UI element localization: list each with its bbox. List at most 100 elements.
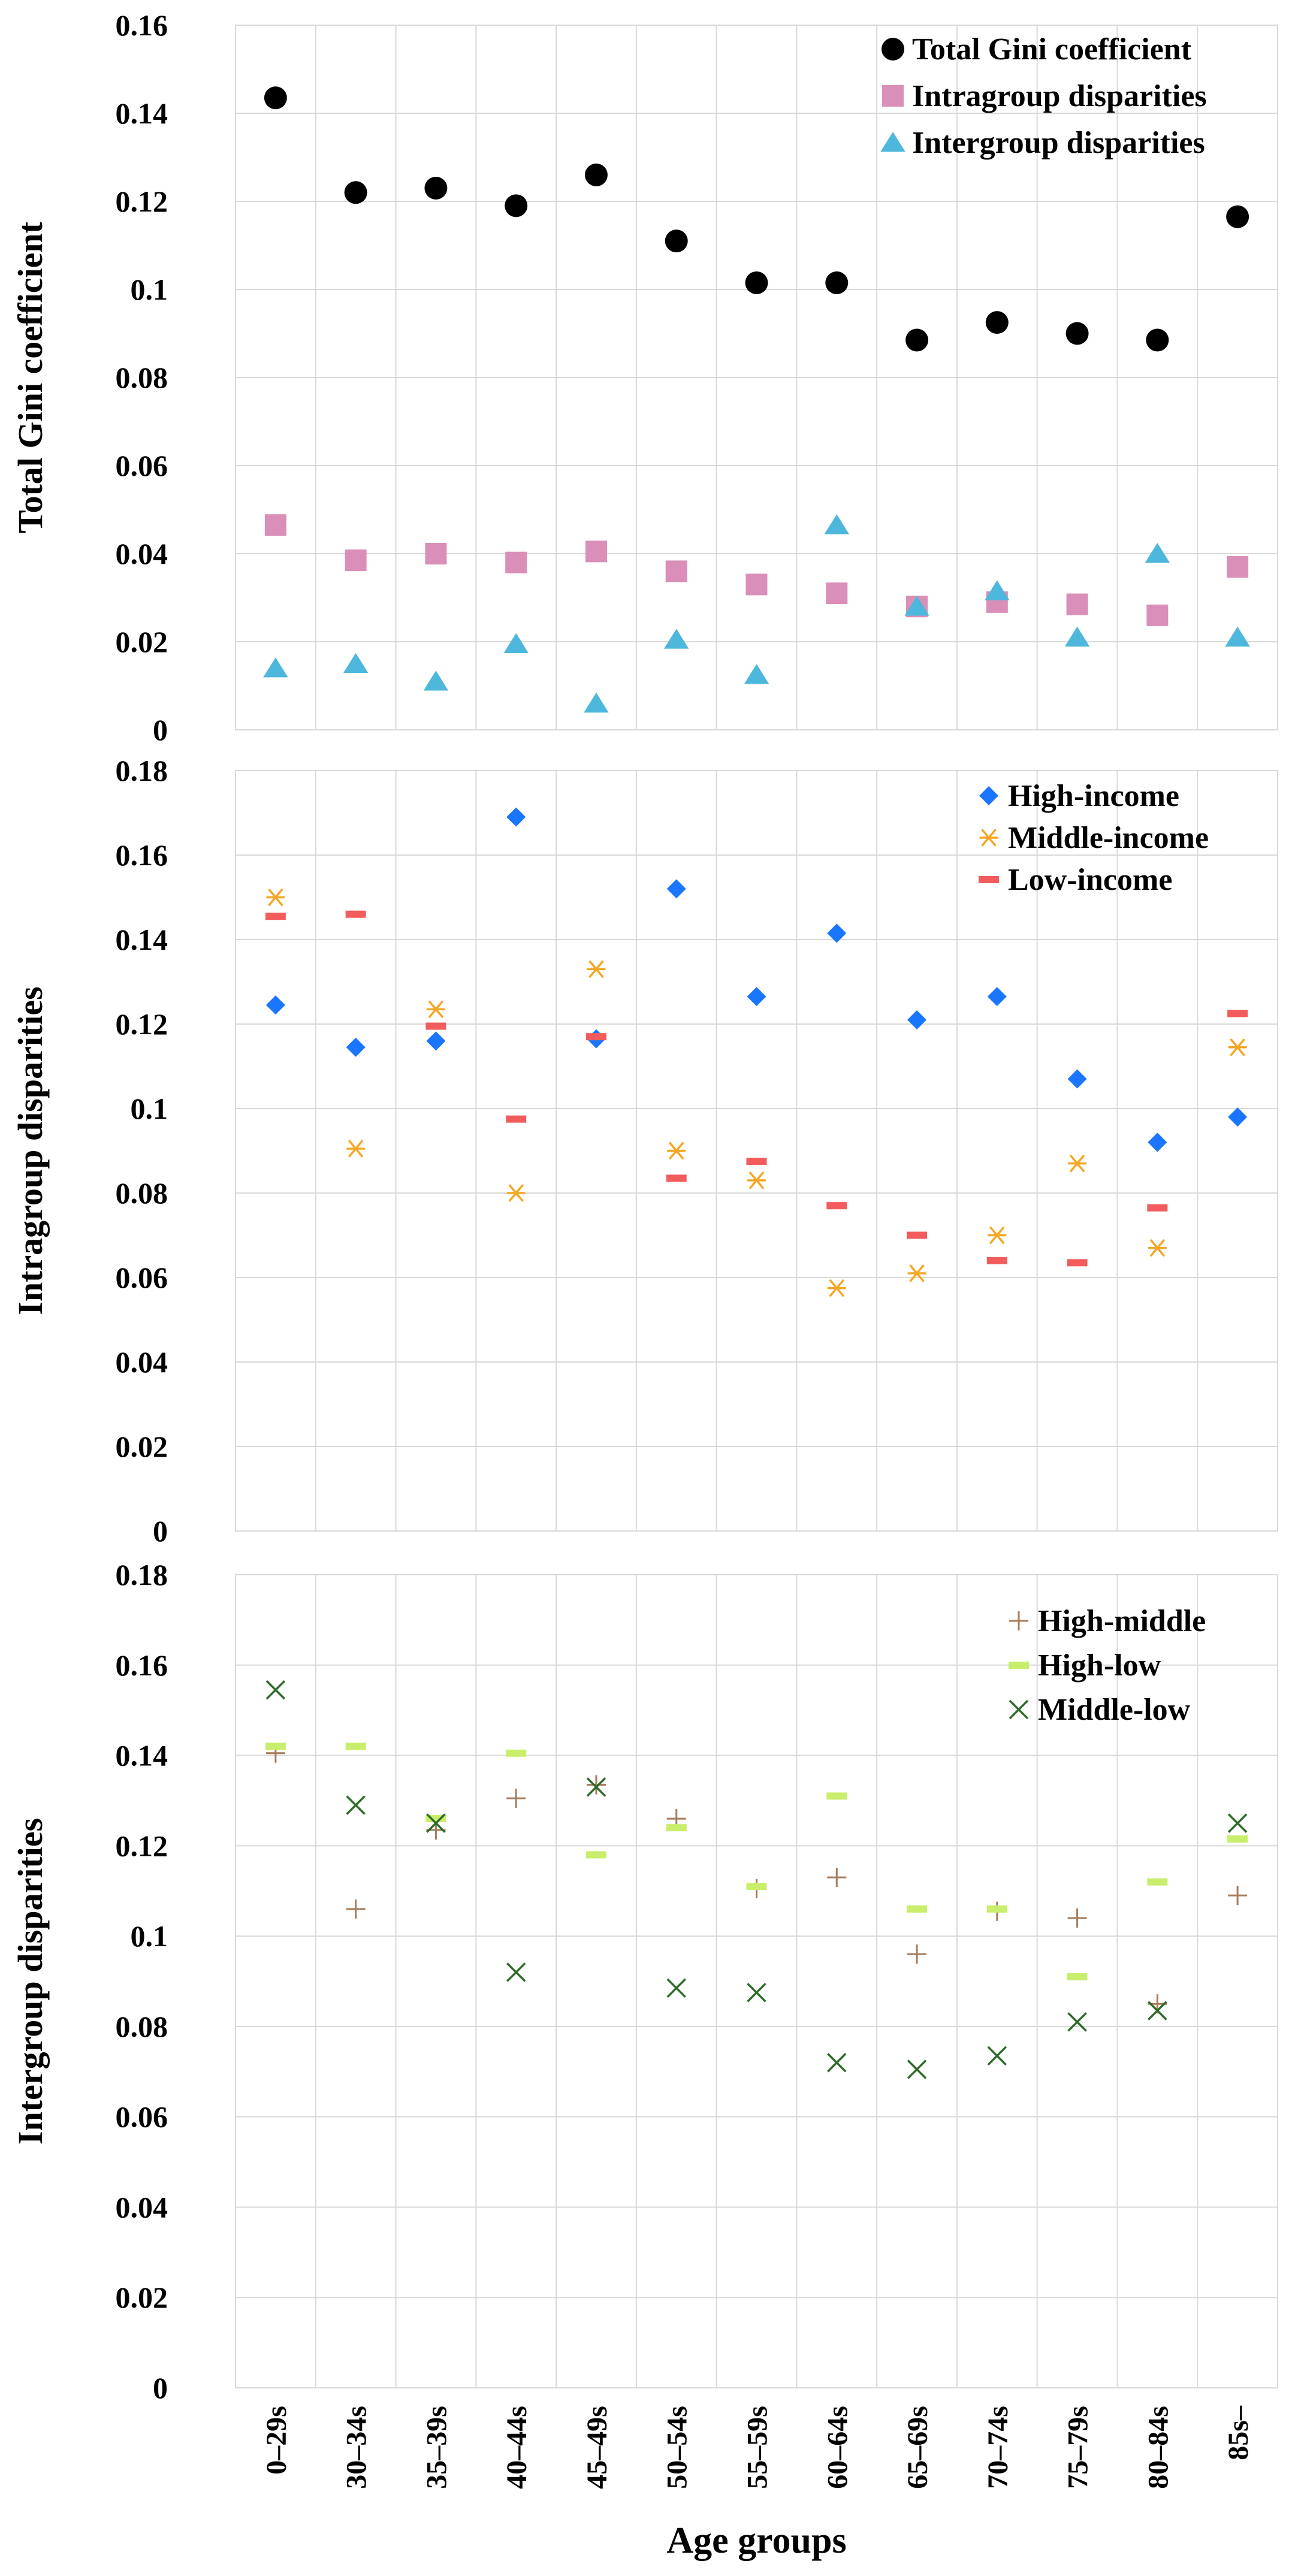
data-point — [266, 889, 285, 906]
data-point — [827, 1868, 847, 1888]
data-point — [1146, 604, 1169, 626]
data-point — [827, 1279, 847, 1297]
data-point — [907, 1944, 927, 1964]
y-tick-label: 0.02 — [116, 1430, 168, 1463]
data-point — [506, 1184, 526, 1202]
data-point — [426, 1000, 446, 1018]
data-point — [423, 671, 449, 691]
data-point — [426, 1813, 446, 1833]
data-point — [825, 271, 849, 294]
data-point — [1067, 1155, 1087, 1172]
y-tick-label: 0.04 — [116, 2190, 168, 2224]
data-point — [905, 328, 929, 352]
y-tick-label: 0.16 — [116, 838, 168, 872]
series-low-income — [265, 910, 1248, 1267]
legend: High-middle High-low Middle-low — [1009, 1604, 1206, 1727]
plot-frame — [235, 1574, 1278, 2388]
data-point — [505, 194, 528, 218]
data-point — [585, 540, 607, 563]
legend-label: Low-income — [1008, 863, 1172, 897]
data-point — [987, 2046, 1007, 2066]
legend-label: Total Gini coefficient — [912, 32, 1192, 67]
x-tick-label: 40–44s — [501, 2406, 533, 2489]
data-point — [1067, 1908, 1087, 1928]
data-point — [345, 910, 366, 918]
data-point — [988, 1227, 1007, 1244]
data-point — [265, 995, 285, 1015]
data-point — [827, 2052, 847, 2073]
data-point — [747, 1983, 766, 2003]
x-tick-label: 75–79s — [1062, 2406, 1094, 2489]
data-point — [585, 1033, 606, 1041]
y-tick-label: 0 — [153, 2371, 168, 2405]
y-tick-label: 0 — [153, 1514, 168, 1548]
panel-intergroup: 0 0.02 0.04 0.06 0.08 0.1 0.12 0.14 0.16 0.18 Inte… — [11, 1558, 1278, 2405]
legend: High-income Middle-income Low-income — [979, 779, 1209, 897]
panel-total: 0 0.02 0.04 0.06 0.08 0.1 0.12 0.14 0.16 Total Gi… — [11, 8, 1278, 747]
data-point — [827, 923, 847, 943]
y-tick-label: 0.14 — [116, 923, 168, 956]
legend-label: High-middle — [1038, 1604, 1206, 1638]
y-tick-label: 0.02 — [116, 2281, 168, 2314]
data-point — [666, 1978, 686, 1998]
series-high-income — [265, 807, 1248, 1152]
legend-marker — [979, 829, 998, 847]
gridlines — [235, 770, 1278, 1532]
legend-marker — [979, 876, 999, 883]
x-axis-title: Age groups — [666, 2520, 846, 2561]
data-point — [907, 2059, 927, 2079]
y-axis-title: Intragroup disparities — [11, 986, 50, 1315]
data-point — [506, 1962, 526, 1982]
data-point — [265, 1680, 286, 1700]
data-point — [345, 1743, 366, 1750]
data-point — [826, 582, 848, 605]
data-point — [747, 987, 766, 1007]
data-point — [425, 543, 447, 564]
legend-label: Intragroup disparities — [912, 79, 1207, 113]
series-middle-low — [265, 1680, 1248, 2079]
y-tick-label: 0.02 — [116, 625, 168, 659]
data-point — [824, 514, 849, 534]
data-point — [904, 596, 929, 616]
y-axis-title: Total Gini coefficient — [11, 221, 50, 533]
data-point — [503, 633, 529, 653]
data-point — [1146, 328, 1169, 352]
data-point — [1226, 205, 1249, 228]
data-point — [1147, 1878, 1168, 1886]
data-point — [346, 1795, 366, 1815]
data-point — [1067, 1973, 1088, 1980]
data-point — [584, 692, 609, 713]
plot-frame — [235, 770, 1278, 1532]
data-point — [265, 1743, 286, 1750]
data-point — [346, 1140, 366, 1158]
x-tick-label: 0–29s — [261, 2406, 292, 2475]
data-point — [345, 549, 367, 572]
data-point — [745, 573, 768, 596]
legend-marker — [882, 85, 904, 107]
data-point — [826, 1792, 847, 1800]
y-tick-label: 0.08 — [116, 1176, 168, 1210]
y-tick-label: 0.06 — [116, 1261, 168, 1294]
data-point — [506, 807, 526, 827]
y-tick-label: 0.06 — [116, 2100, 168, 2134]
y-tick-label: 0.12 — [116, 1007, 168, 1041]
legend-marker — [880, 132, 905, 152]
legend-marker — [1009, 1699, 1029, 1720]
data-point — [744, 664, 769, 684]
x-tick-label: 55–59s — [742, 2406, 774, 2489]
legend-label: High-income — [1008, 779, 1179, 813]
data-point — [1225, 626, 1250, 647]
data-point — [344, 181, 367, 204]
data-point — [1065, 322, 1089, 345]
data-point — [1228, 1107, 1248, 1127]
legend: Total Gini coefficient Intragroup dispari… — [880, 32, 1207, 160]
y-tick-label: 0.06 — [116, 449, 168, 482]
data-point — [1066, 593, 1088, 615]
data-point — [425, 1022, 446, 1030]
data-point — [985, 311, 1009, 334]
legend-label: High-low — [1038, 1648, 1161, 1683]
y-tick-label: 0.08 — [116, 361, 168, 394]
y-tick-label: 0.1 — [131, 1092, 168, 1125]
data-point — [907, 1264, 926, 1282]
